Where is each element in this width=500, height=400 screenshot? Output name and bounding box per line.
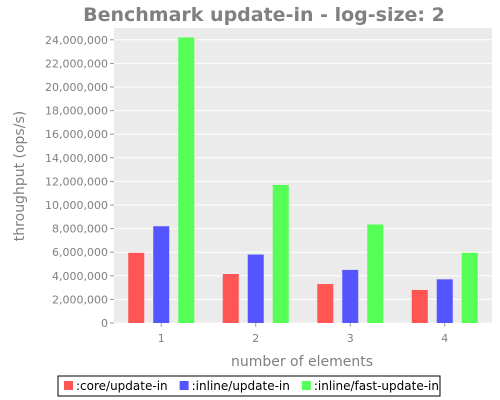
y-tick-label: 20,000,000 (45, 81, 108, 94)
bar-3-3 (367, 224, 384, 323)
y-tick-label: 8,000,000 (52, 223, 108, 236)
x-tick-label: 2 (252, 332, 259, 345)
x-tick-label: 1 (158, 332, 165, 345)
bar-1-1 (128, 252, 145, 323)
gridlines (114, 39, 492, 324)
y-tick-label: 4,000,000 (52, 270, 108, 283)
bar-3-2 (272, 184, 289, 323)
legend-box (57, 375, 441, 397)
y-tick-label: 2,000,000 (52, 293, 108, 306)
y-tick-label: 12,000,000 (45, 175, 108, 188)
bar-1-4 (411, 289, 428, 323)
bar-1-2 (222, 274, 239, 323)
bar-2-2 (247, 254, 264, 323)
x-tick-label: 3 (347, 332, 354, 345)
bar-3-1 (178, 37, 195, 323)
y-axis-title: throughput (ops/s) (12, 111, 28, 241)
plot-area (114, 28, 492, 323)
bar-2-3 (342, 269, 359, 323)
y-tick-label: 22,000,000 (45, 57, 108, 70)
legend-label: :core/update-in (76, 379, 168, 393)
legend-swatch (64, 381, 73, 390)
legend-label: :inline/fast-update-in (314, 379, 439, 393)
legend: :core/update-in :inline/update-in :inline/… (64, 379, 439, 393)
chart-title: Benchmark update-in - log-size: 2 (83, 4, 445, 26)
y-axis-ticks: 0 2,000,000 4,000,000 6,000,000 8,000,000 10,… (45, 34, 114, 330)
y-tick-label: 18,000,000 (45, 105, 108, 118)
x-tick-label: 4 (441, 332, 448, 345)
y-tick-label: 0 (101, 317, 108, 330)
y-tick-label: 24,000,000 (45, 34, 108, 47)
bar-3-4 (461, 252, 478, 323)
y-tick-label: 10,000,000 (45, 199, 108, 212)
bar-2-4 (436, 279, 453, 323)
bars (128, 37, 478, 323)
legend-label: :inline/update-in (192, 379, 290, 393)
bar-2-1 (153, 226, 170, 323)
legend-swatch (179, 381, 189, 390)
y-tick-label: 16,000,000 (45, 128, 108, 141)
y-tick-label: 14,000,000 (45, 152, 108, 165)
bar-1-3 (317, 284, 334, 323)
y-tick-label: 6,000,000 (52, 246, 108, 259)
legend-swatch (301, 381, 311, 390)
x-axis-ticks: 1 2 3 4 (158, 323, 448, 345)
x-axis-title: number of elements (231, 354, 373, 370)
